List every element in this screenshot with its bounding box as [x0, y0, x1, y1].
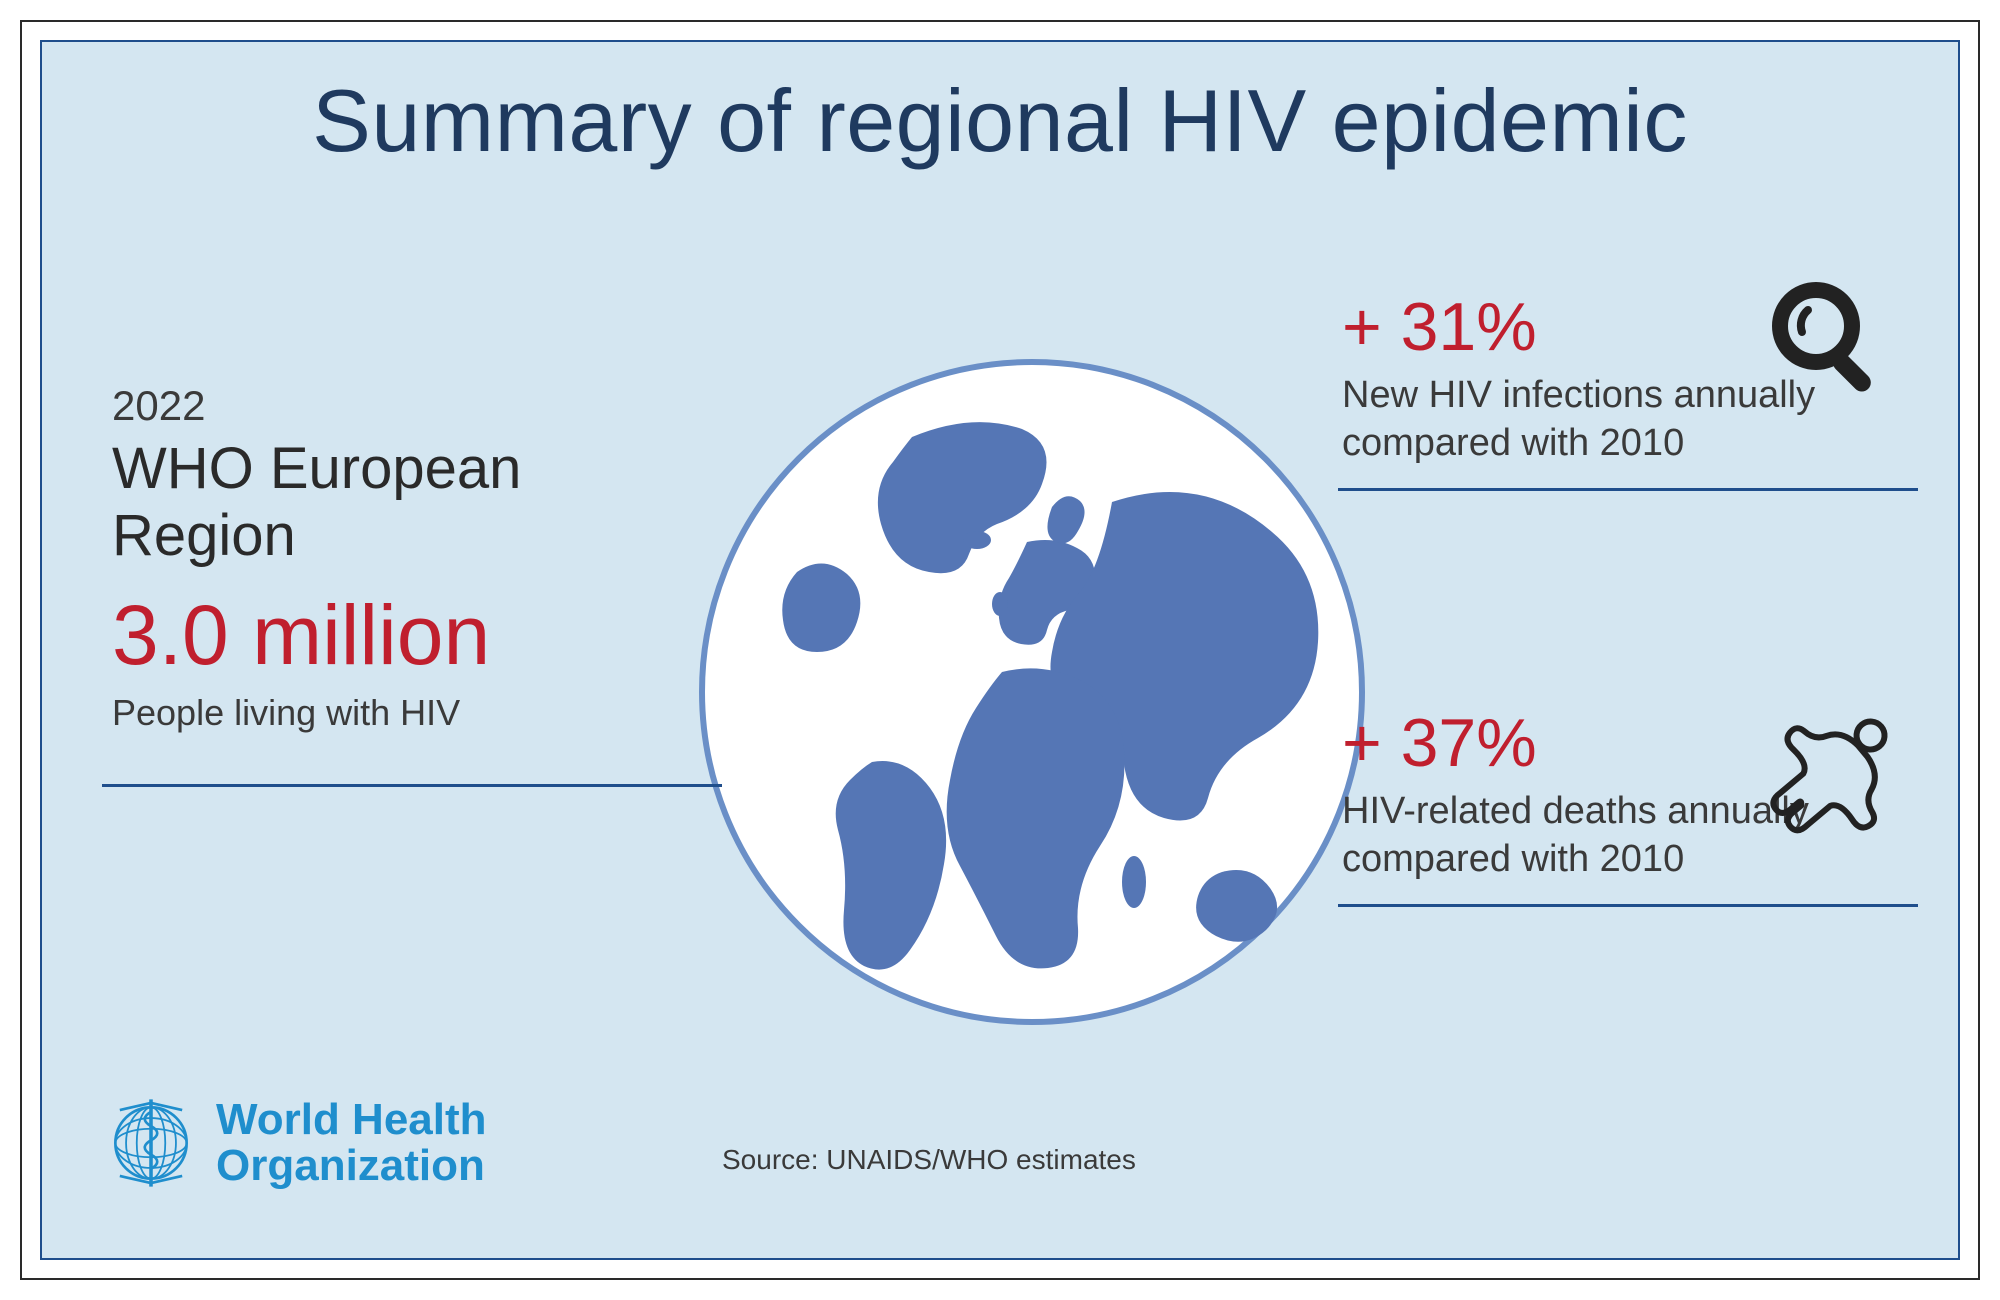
person-icon	[1758, 692, 1908, 842]
globe-icon	[682, 342, 1382, 1042]
who-logo-icon	[102, 1094, 200, 1192]
magnifier-icon	[1764, 274, 1894, 404]
region-label: WHO European Region	[112, 436, 692, 569]
outer-frame: Summary of regional HIV epidemic	[20, 20, 1980, 1280]
source-label: Source: UNAIDS/WHO estimates	[722, 1144, 1136, 1176]
left-rule	[102, 784, 722, 787]
stat-rule	[1338, 488, 1918, 491]
page-title: Summary of regional HIV epidemic	[42, 70, 1958, 172]
left-desc: People living with HIV	[112, 692, 692, 734]
left-stat-block: 2022 WHO European Region 3.0 million Peo…	[112, 382, 692, 734]
who-logo: World Health Organization	[102, 1088, 532, 1198]
inner-panel: Summary of regional HIV epidemic	[40, 40, 1960, 1260]
left-value: 3.0 million	[112, 587, 692, 684]
year-label: 2022	[112, 382, 692, 430]
stat-rule	[1338, 904, 1918, 907]
who-logo-text: World Health Organization	[216, 1097, 487, 1189]
